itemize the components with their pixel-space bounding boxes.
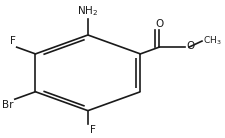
Text: F: F bbox=[10, 36, 16, 47]
Text: Br: Br bbox=[2, 100, 14, 110]
Text: CH$_3$: CH$_3$ bbox=[202, 35, 221, 47]
Text: O: O bbox=[185, 42, 193, 51]
Text: NH$_2$: NH$_2$ bbox=[77, 4, 98, 18]
Text: O: O bbox=[154, 19, 162, 29]
Text: F: F bbox=[90, 125, 96, 135]
